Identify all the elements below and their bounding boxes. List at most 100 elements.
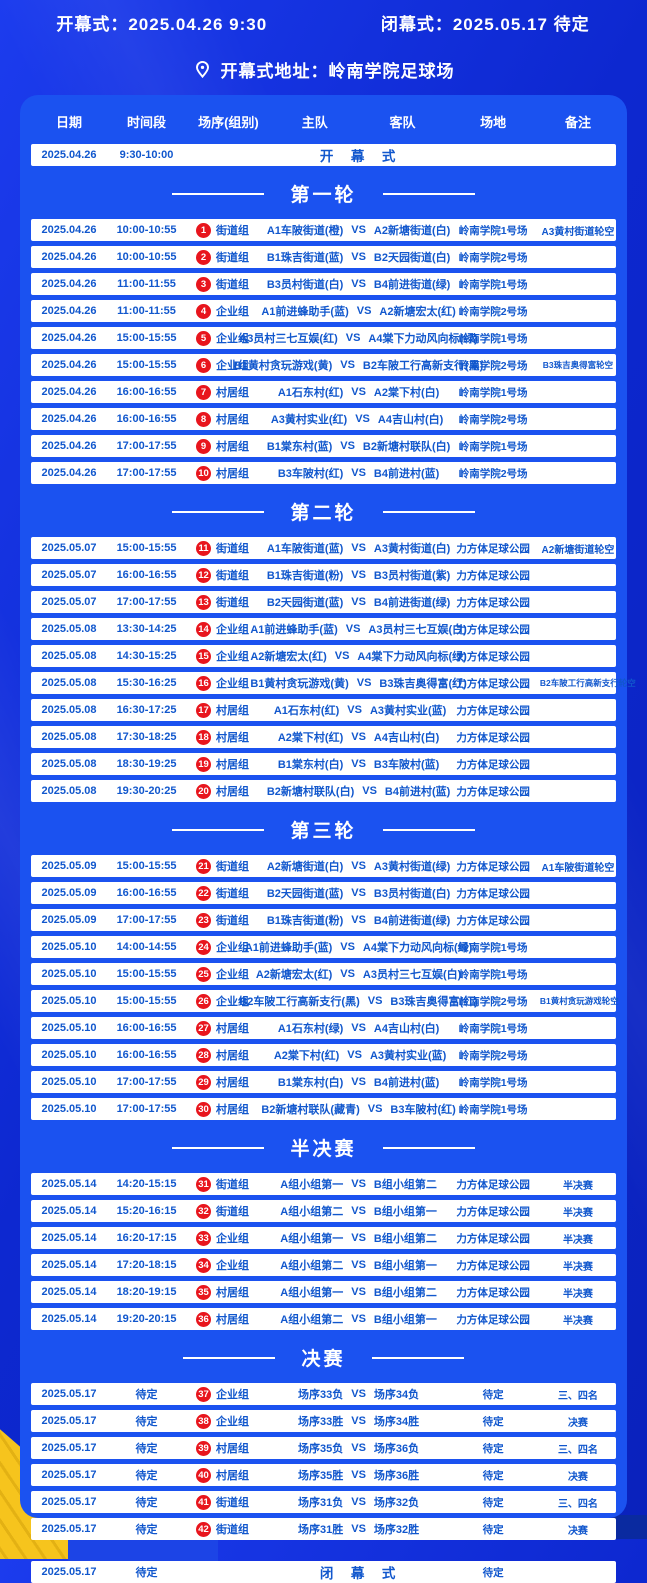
vs-label: VS	[351, 278, 366, 290]
away-team: B3员村街道(白)	[374, 885, 450, 901]
row-venue: 力方体足球公园	[446, 784, 540, 799]
match-number-badge: 11	[196, 541, 211, 556]
row-time: 11:00-11:55	[107, 305, 186, 317]
row-venue: 力方体足球公园	[446, 757, 540, 772]
away-team: B4前进村(蓝)	[374, 1074, 446, 1090]
row-venue: 岭南学院2号场	[446, 412, 540, 427]
home-team: B2天园街道(蓝)	[267, 594, 343, 610]
match-number-badge: 8	[196, 412, 211, 427]
row-date: 2025.05.08	[31, 650, 107, 662]
group-label: 企业组	[216, 966, 249, 982]
row-note: 决赛	[540, 1414, 616, 1429]
row-time: 17:20-18:15	[107, 1259, 186, 1271]
row-note: 决赛	[540, 1468, 616, 1483]
row-time: 17:00-17:55	[107, 1076, 186, 1088]
row-date: 2025.05.17	[31, 1496, 107, 1508]
divider-line	[383, 829, 475, 831]
vs-label: VS	[351, 386, 366, 398]
row-venue: 岭南学院1号场	[446, 940, 540, 955]
row-venue: 岭南学院2号场	[446, 994, 540, 1009]
group-label: 村居组	[216, 1440, 249, 1456]
row-time: 17:00-17:55	[107, 914, 186, 926]
match-number-badge: 37	[196, 1387, 211, 1402]
row-date: 2025.05.14	[31, 1286, 107, 1298]
location-pin-icon	[193, 60, 212, 79]
match-number-badge: 15	[196, 649, 211, 664]
vs-label: VS	[351, 596, 366, 608]
vs-label: VS	[351, 914, 366, 926]
match-number-badge: 1	[196, 223, 211, 238]
row-time: 待定	[107, 1494, 186, 1510]
col-venue: 场地	[446, 112, 540, 131]
row-venue: 岭南学院2号场	[446, 1048, 540, 1063]
row-date: 2025.05.10	[31, 1076, 107, 1088]
home-team: B1棠东村(蓝)	[267, 438, 332, 454]
vs-label: VS	[351, 1313, 366, 1325]
table-column-headers: 日期 时间段 场序(组别) 主队 客队 场地 备注	[31, 107, 616, 135]
away-team: 场序36负	[374, 1440, 446, 1456]
home-team: A1石东村(红)	[271, 702, 339, 718]
vs-label: VS	[355, 413, 370, 425]
schedule-sheet: 日期 时间段 场序(组别) 主队 客队 场地 备注 2025.04.26 9:3…	[31, 107, 616, 1583]
row-time: 17:00-17:55	[107, 467, 186, 479]
row-venue: 待定	[446, 1414, 540, 1429]
match-number-badge: 26	[196, 994, 211, 1009]
away-team: A2新塘街道(白)	[374, 222, 450, 238]
col-home: 主队	[302, 112, 328, 131]
home-team: B2新塘村联队(白)	[267, 783, 354, 799]
row-date: 2025.04.26	[31, 440, 107, 452]
row-venue: 力方体足球公园	[446, 568, 540, 583]
match-number-badge: 33	[196, 1231, 211, 1246]
row-venue: 待定	[446, 1522, 540, 1537]
away-team: 场序34胜	[374, 1413, 446, 1429]
group-label: 村居组	[216, 411, 249, 427]
row-venue: 岭南学院2号场	[446, 466, 540, 481]
match-number-badge: 39	[196, 1441, 211, 1456]
home-team: B1珠吉街道(粉)	[267, 567, 343, 583]
row-date: 2025.04.26	[31, 332, 107, 344]
row-venue: 力方体足球公园	[446, 859, 540, 874]
home-team: B1珠吉街道(粉)	[267, 912, 343, 928]
row-date: 2025.05.08	[31, 731, 107, 743]
row-time: 15:00-15:55	[107, 359, 186, 371]
vs-label: VS	[351, 1232, 366, 1244]
match-number-badge: 4	[196, 304, 211, 319]
home-team: B2天园街道(蓝)	[267, 885, 343, 901]
away-team: B4前进街道(绿)	[374, 594, 450, 610]
group-label: 村居组	[216, 729, 249, 745]
row-time: 13:30-14:25	[107, 623, 186, 635]
row-time: 16:30-17:25	[107, 704, 186, 716]
vs-label: VS	[351, 1022, 366, 1034]
away-team: B组小组第一	[374, 1203, 446, 1219]
group-label: 企业组	[216, 1257, 249, 1273]
row-venue: 岭南学院1号场	[446, 277, 540, 292]
row-venue: 待定	[446, 1441, 540, 1456]
home-team: A组小组第一	[271, 1284, 343, 1300]
row-date: 2025.05.07	[31, 542, 107, 554]
